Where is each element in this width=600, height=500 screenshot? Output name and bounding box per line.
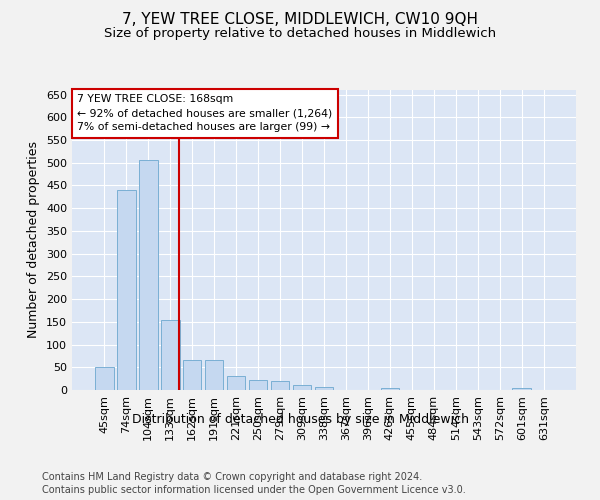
Text: Size of property relative to detached houses in Middlewich: Size of property relative to detached ho… <box>104 28 496 40</box>
Bar <box>139 160 158 390</box>
Bar <box>183 360 202 390</box>
Bar <box>227 376 245 390</box>
Bar <box>117 190 136 390</box>
Bar <box>293 386 311 390</box>
Text: 7, YEW TREE CLOSE, MIDDLEWICH, CW10 9QH: 7, YEW TREE CLOSE, MIDDLEWICH, CW10 9QH <box>122 12 478 28</box>
Bar <box>512 388 531 390</box>
Text: Distribution of detached houses by size in Middlewich: Distribution of detached houses by size … <box>131 412 469 426</box>
Text: Contains public sector information licensed under the Open Government Licence v3: Contains public sector information licen… <box>42 485 466 495</box>
Y-axis label: Number of detached properties: Number of detached properties <box>28 142 40 338</box>
Text: Contains HM Land Registry data © Crown copyright and database right 2024.: Contains HM Land Registry data © Crown c… <box>42 472 422 482</box>
Bar <box>95 368 113 390</box>
Bar <box>380 388 399 390</box>
Bar <box>249 380 268 390</box>
Bar <box>314 387 334 390</box>
Bar <box>161 320 179 390</box>
Bar <box>271 381 289 390</box>
Text: 7 YEW TREE CLOSE: 168sqm
← 92% of detached houses are smaller (1,264)
7% of semi: 7 YEW TREE CLOSE: 168sqm ← 92% of detach… <box>77 94 332 132</box>
Bar <box>205 360 223 390</box>
